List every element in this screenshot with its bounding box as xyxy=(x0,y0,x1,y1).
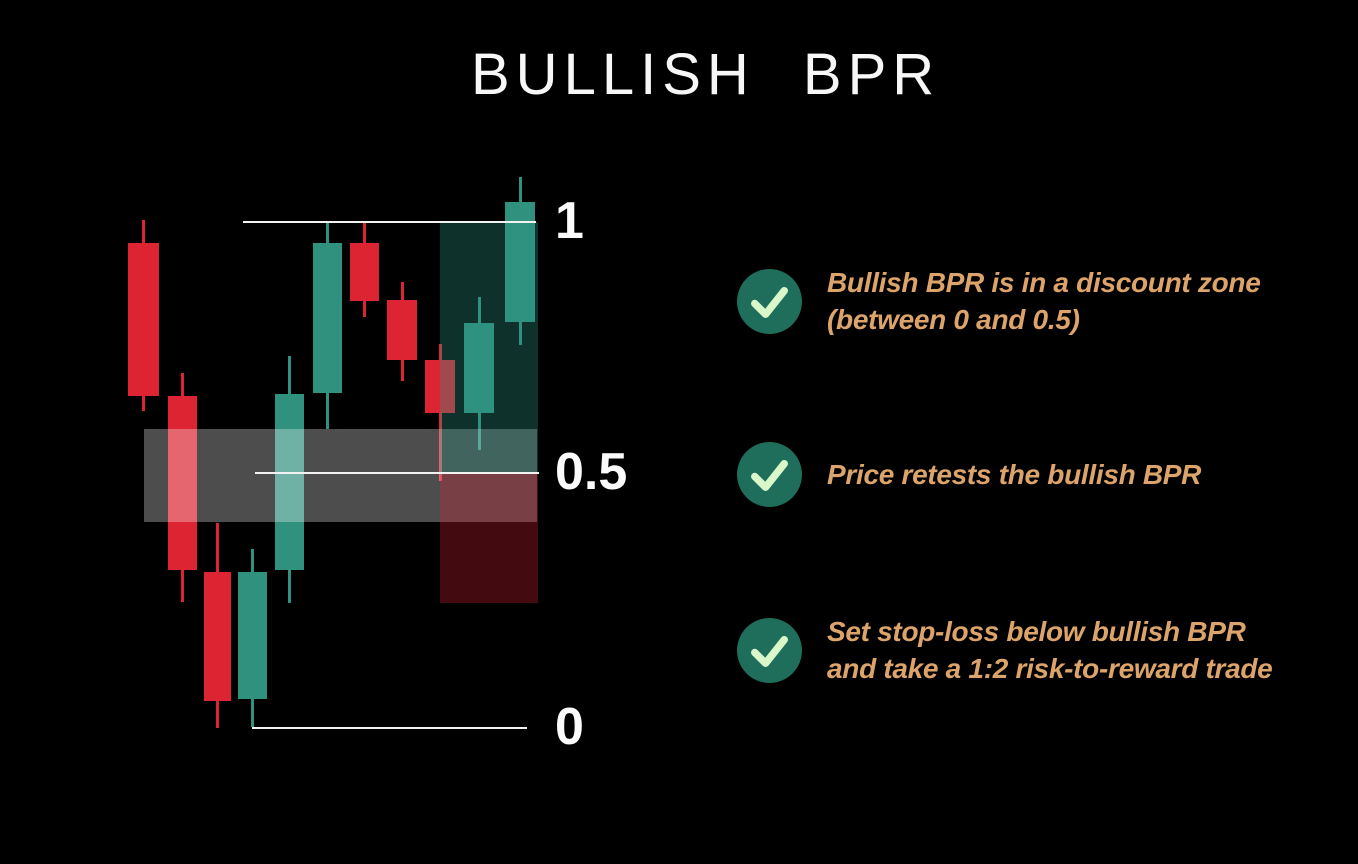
checklist-line: Price retests the bullish BPR xyxy=(827,459,1202,490)
page-title: BULLISH BPR xyxy=(471,42,941,107)
candle-body xyxy=(425,360,455,413)
candle-body xyxy=(168,396,197,570)
zone-equilibrium-band xyxy=(144,429,537,522)
checklist-line: and take a 1:2 risk-to-reward trade xyxy=(827,653,1273,684)
candle-body xyxy=(238,572,267,699)
zone-bpr-upper-zone xyxy=(440,222,538,473)
checklist-text: Bullish BPR is in a discount zone (betwe… xyxy=(827,264,1261,338)
zone-bpr-lower-zone xyxy=(440,473,538,603)
level-line xyxy=(243,221,536,223)
level-line xyxy=(255,472,539,474)
level-line xyxy=(252,727,527,729)
level-label: 0 xyxy=(555,697,584,756)
checklist-item-stop-loss: Set stop-loss below bullish BPR and take… xyxy=(737,613,1273,687)
checklist-text: Set stop-loss below bullish BPR and take… xyxy=(827,613,1273,687)
checklist-item-retest: Price retests the bullish BPR xyxy=(737,442,1201,507)
checklist-item-discount-zone: Bullish BPR is in a discount zone (betwe… xyxy=(737,264,1261,338)
checklist-line: Bullish BPR is in a discount zone xyxy=(827,267,1261,298)
level-label: 1 xyxy=(555,191,584,250)
candle-body xyxy=(387,300,417,360)
candle-body xyxy=(275,394,304,570)
checkmark-icon xyxy=(737,268,802,334)
checklist-line: Set stop-loss below bullish BPR xyxy=(827,616,1246,647)
level-label: 0.5 xyxy=(555,442,628,501)
candle-body xyxy=(350,243,379,301)
checkmark-icon xyxy=(737,442,802,507)
candle-body xyxy=(128,243,159,396)
candle-body xyxy=(464,323,494,413)
checklist-line: (between 0 and 0.5) xyxy=(827,304,1080,335)
checkmark-icon xyxy=(737,617,802,683)
candle-body xyxy=(204,572,231,701)
checklist-text: Price retests the bullish BPR xyxy=(827,456,1201,493)
candle-body xyxy=(313,243,342,393)
